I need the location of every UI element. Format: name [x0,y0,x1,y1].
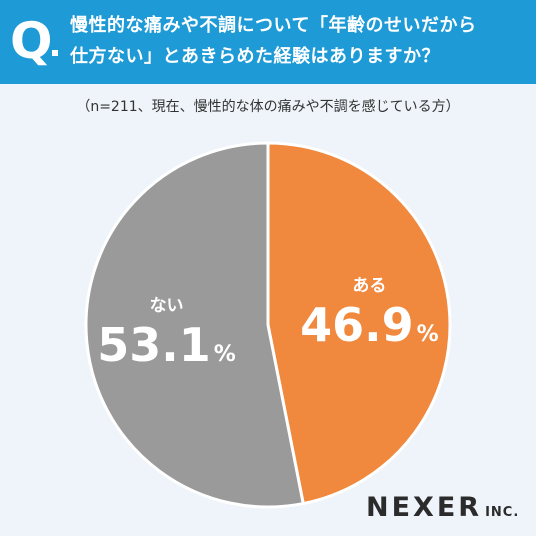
slice-category-label: ない [150,296,184,316]
sample-note: （n=211、現在、慢性的な体の痛みや不調を感じている方） [76,99,460,115]
question-line-1: 慢性的な痛みや不調について「年齢のせいだから [70,15,477,36]
brand-name: NEXER [366,492,483,523]
slice-value-label: 46.9% [300,298,439,352]
slice-category-label: ある [352,276,386,296]
question-line-2: 仕方ない」とあきらめた経験はありますか？ [70,46,440,67]
brand-suffix: INC. [485,505,520,520]
pie-slice-yes [266,141,452,506]
pie-slice-no [84,141,305,509]
brand-logo: NEXER INC. [366,492,519,523]
q-dot [52,50,58,56]
slice-value-label: 53.1% [97,318,236,372]
question-text: 慢性的な痛みや不調について「年齢のせいだから 仕方ない」とあきらめた経験はありま… [70,10,526,72]
q-mark: Q [10,12,53,70]
question-banner: Q 慢性的な痛みや不調について「年齢のせいだから 仕方ない」とあきらめた経験はあ… [0,0,536,84]
